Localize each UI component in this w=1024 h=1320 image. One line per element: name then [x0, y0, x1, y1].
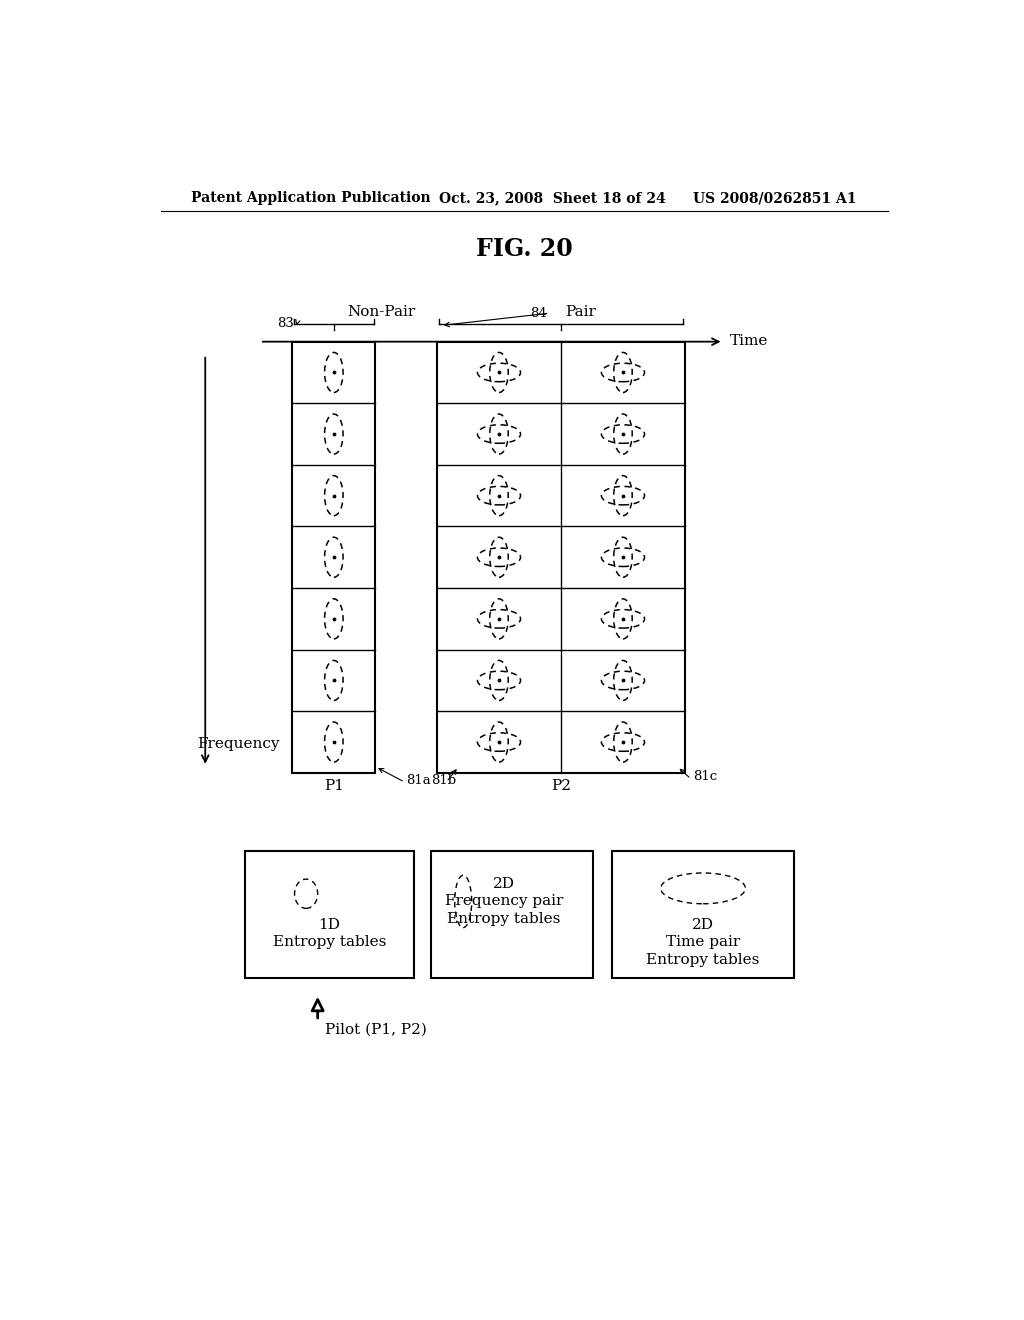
Text: FIG. 20: FIG. 20 — [476, 238, 573, 261]
Text: P2: P2 — [551, 779, 571, 793]
Text: Time: Time — [730, 334, 768, 348]
Text: Entropy tables: Entropy tables — [646, 953, 760, 968]
Bar — [611, 851, 795, 978]
Text: 81a: 81a — [407, 774, 431, 787]
Text: Frequency: Frequency — [198, 737, 280, 751]
Text: Pair: Pair — [565, 305, 596, 319]
Text: 81c: 81c — [692, 770, 717, 783]
Bar — [292, 342, 376, 774]
Text: 1D: 1D — [318, 917, 340, 932]
Bar — [245, 851, 414, 978]
Text: Time pair: Time pair — [666, 936, 740, 949]
Text: 81b: 81b — [431, 774, 456, 787]
Text: Oct. 23, 2008  Sheet 18 of 24: Oct. 23, 2008 Sheet 18 of 24 — [438, 191, 666, 206]
Bar — [437, 342, 685, 774]
Text: Frequency pair: Frequency pair — [444, 895, 563, 908]
Text: Pilot (P1, P2): Pilot (P1, P2) — [326, 1023, 427, 1038]
Text: 2D: 2D — [692, 917, 714, 932]
Text: Non-Pair: Non-Pair — [348, 305, 416, 319]
Text: P1: P1 — [324, 779, 344, 793]
Text: US 2008/0262851 A1: US 2008/0262851 A1 — [692, 191, 856, 206]
Text: Entropy tables: Entropy tables — [447, 912, 561, 927]
Text: Entropy tables: Entropy tables — [272, 936, 386, 949]
Text: 2D: 2D — [493, 876, 515, 891]
Bar — [431, 851, 593, 978]
Text: Patent Application Publication: Patent Application Publication — [190, 191, 430, 206]
Text: 84: 84 — [530, 306, 547, 319]
Text: 83: 83 — [276, 317, 294, 330]
